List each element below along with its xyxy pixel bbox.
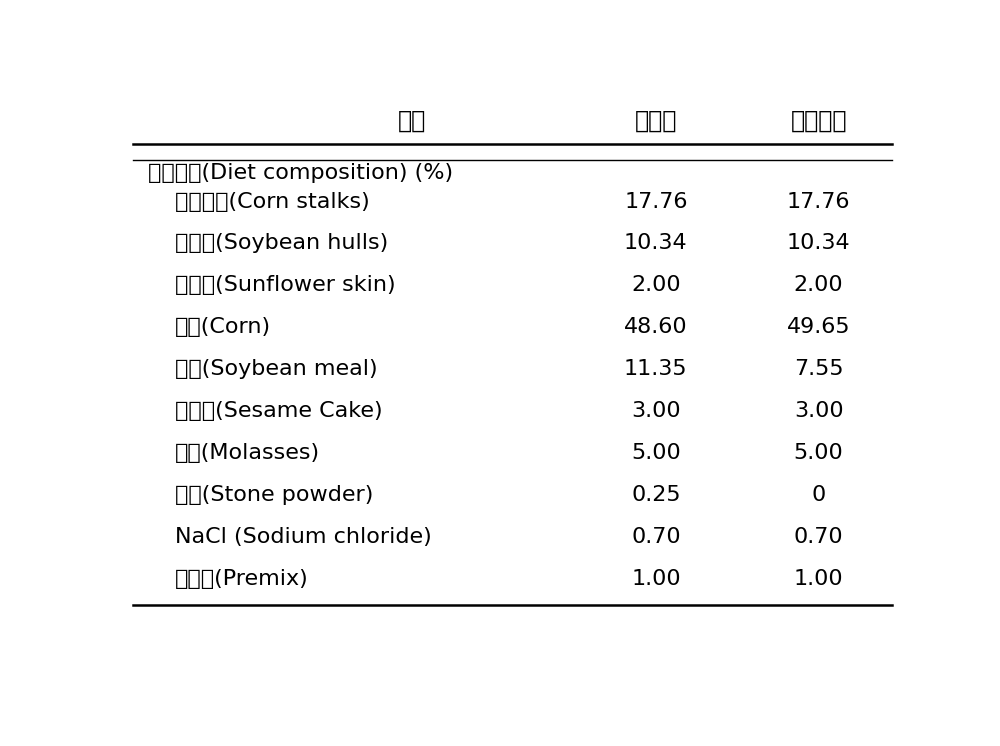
Text: 0.25: 0.25: [631, 485, 681, 505]
Text: 豆粕(Soybean meal): 豆粕(Soybean meal): [175, 360, 378, 379]
Text: 49.65: 49.65: [787, 317, 850, 337]
Text: 5.00: 5.00: [794, 443, 844, 463]
Text: 糖蜜(Molasses): 糖蜜(Molasses): [175, 443, 320, 463]
Text: 0.70: 0.70: [631, 527, 681, 547]
Text: 17.76: 17.76: [787, 192, 850, 212]
Text: 1.00: 1.00: [631, 569, 681, 589]
Text: 17.76: 17.76: [624, 192, 688, 212]
Text: 5.00: 5.00: [631, 443, 681, 463]
Text: 2.00: 2.00: [794, 275, 843, 295]
Text: 项目: 项目: [398, 109, 426, 133]
Text: NaCl (Sodium chloride): NaCl (Sodium chloride): [175, 527, 432, 547]
Text: 48.60: 48.60: [624, 317, 688, 337]
Text: 葵花皮(Sunflower skin): 葵花皮(Sunflower skin): [175, 275, 396, 295]
Text: 预混料(Premix): 预混料(Premix): [175, 569, 309, 589]
Text: 3.00: 3.00: [794, 401, 843, 421]
Text: 0.70: 0.70: [794, 527, 843, 547]
Text: 3.00: 3.00: [631, 401, 681, 421]
Text: 大豆皮(Soybean hulls): 大豆皮(Soybean hulls): [175, 233, 389, 254]
Text: 7.55: 7.55: [794, 360, 843, 379]
Text: 硝酸钙组: 硝酸钙组: [790, 109, 847, 133]
Text: 0: 0: [812, 485, 826, 505]
Text: 对照组: 对照组: [635, 109, 677, 133]
Text: 芝麻饼(Sesame Cake): 芝麻饼(Sesame Cake): [175, 401, 383, 421]
Text: 玉米(Corn): 玉米(Corn): [175, 317, 272, 337]
Text: 石粉(Stone powder): 石粉(Stone powder): [175, 485, 374, 505]
Text: 10.34: 10.34: [787, 233, 850, 254]
Text: 10.34: 10.34: [624, 233, 688, 254]
Text: 饲粮组成(Diet composition) (%): 饲粮组成(Diet composition) (%): [148, 163, 453, 183]
Text: 1.00: 1.00: [794, 569, 843, 589]
Text: 11.35: 11.35: [624, 360, 688, 379]
Text: 玉米秸秆(Corn stalks): 玉米秸秆(Corn stalks): [175, 192, 370, 212]
Text: 2.00: 2.00: [631, 275, 681, 295]
